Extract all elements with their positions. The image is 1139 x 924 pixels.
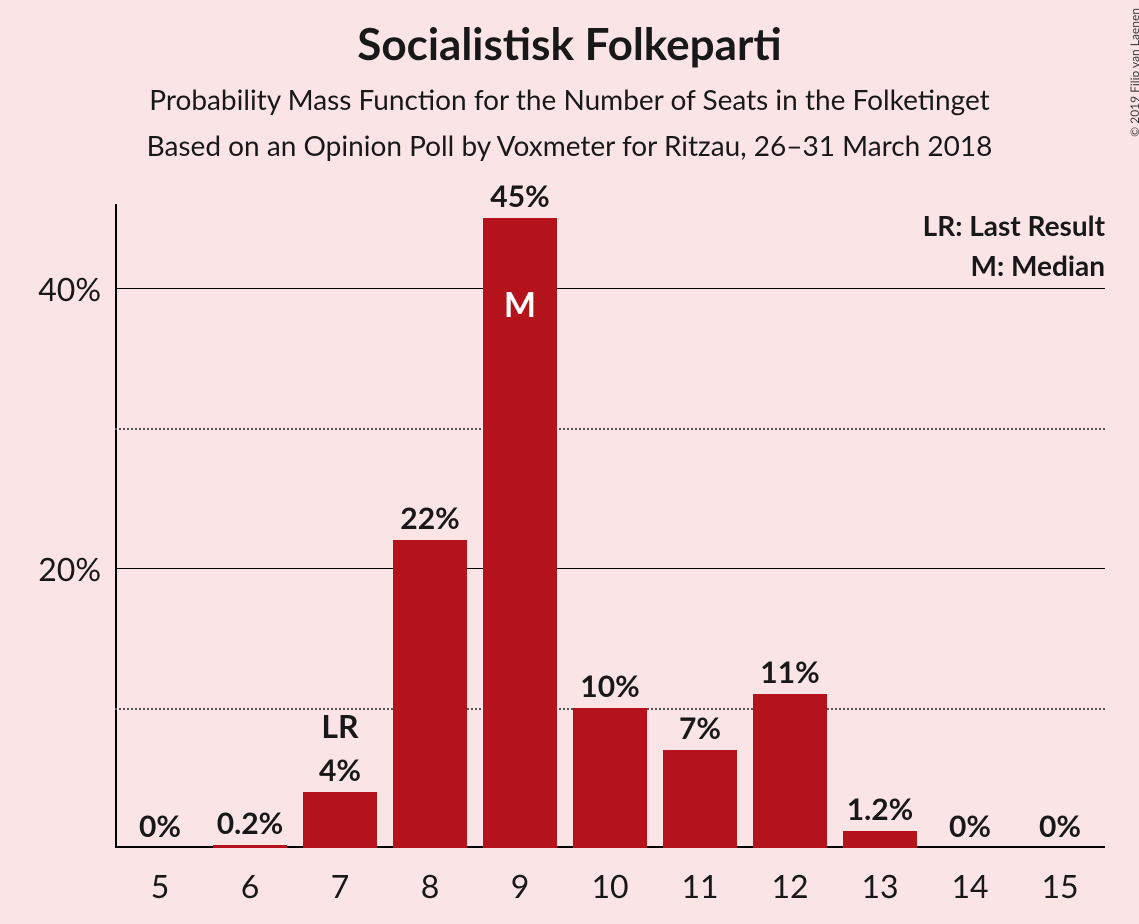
bar-value-label: 45% bbox=[475, 178, 565, 214]
gridline-major bbox=[115, 288, 1105, 289]
y-tick-label: 40% bbox=[11, 269, 101, 308]
bar-value-label: 7% bbox=[655, 710, 745, 746]
median-annotation: M bbox=[475, 284, 565, 325]
bar bbox=[303, 792, 377, 848]
x-tick-label: 8 bbox=[385, 866, 475, 905]
bar-value-label: 0% bbox=[115, 808, 205, 844]
x-tick-label: 13 bbox=[835, 866, 925, 905]
bar-value-label: 0% bbox=[925, 808, 1015, 844]
legend-m: M: Median bbox=[971, 248, 1105, 282]
chart-canvas: © 2019 Filip van Laenen Socialistisk Fol… bbox=[0, 0, 1139, 924]
plot-area bbox=[115, 204, 1105, 848]
x-tick-label: 12 bbox=[745, 866, 835, 905]
chart-subtitle-1: Probability Mass Function for the Number… bbox=[0, 82, 1139, 116]
x-tick-label: 15 bbox=[1015, 866, 1105, 905]
bar bbox=[843, 831, 917, 848]
bar bbox=[393, 540, 467, 848]
x-tick-label: 5 bbox=[115, 866, 205, 905]
bar-value-label: 0.2% bbox=[205, 805, 295, 841]
bar-value-label: 0% bbox=[1015, 808, 1105, 844]
x-tick-label: 14 bbox=[925, 866, 1015, 905]
gridline-major bbox=[115, 568, 1105, 569]
bar-value-label: 4% bbox=[295, 752, 385, 788]
legend-lr: LR: Last Result bbox=[923, 208, 1105, 242]
x-tick-label: 9 bbox=[475, 866, 565, 905]
x-tick-label: 6 bbox=[205, 866, 295, 905]
bar bbox=[663, 750, 737, 848]
y-axis-line bbox=[115, 204, 117, 848]
y-tick-label: 20% bbox=[11, 549, 101, 588]
x-tick-label: 7 bbox=[295, 866, 385, 905]
gridline-minor bbox=[115, 428, 1105, 430]
bar-value-label: 11% bbox=[745, 654, 835, 690]
chart-title: Socialistisk Folkeparti bbox=[0, 18, 1139, 70]
x-tick-label: 11 bbox=[655, 866, 745, 905]
bar bbox=[753, 694, 827, 848]
bar bbox=[573, 708, 647, 848]
bar bbox=[213, 845, 287, 848]
x-tick-label: 10 bbox=[565, 866, 655, 905]
bar-value-label: 1.2% bbox=[835, 791, 925, 827]
bar-value-label: 10% bbox=[565, 668, 655, 704]
lr-annotation: LR bbox=[295, 706, 385, 745]
chart-subtitle-2: Based on an Opinion Poll by Voxmeter for… bbox=[0, 128, 1139, 162]
bar-value-label: 22% bbox=[385, 500, 475, 536]
